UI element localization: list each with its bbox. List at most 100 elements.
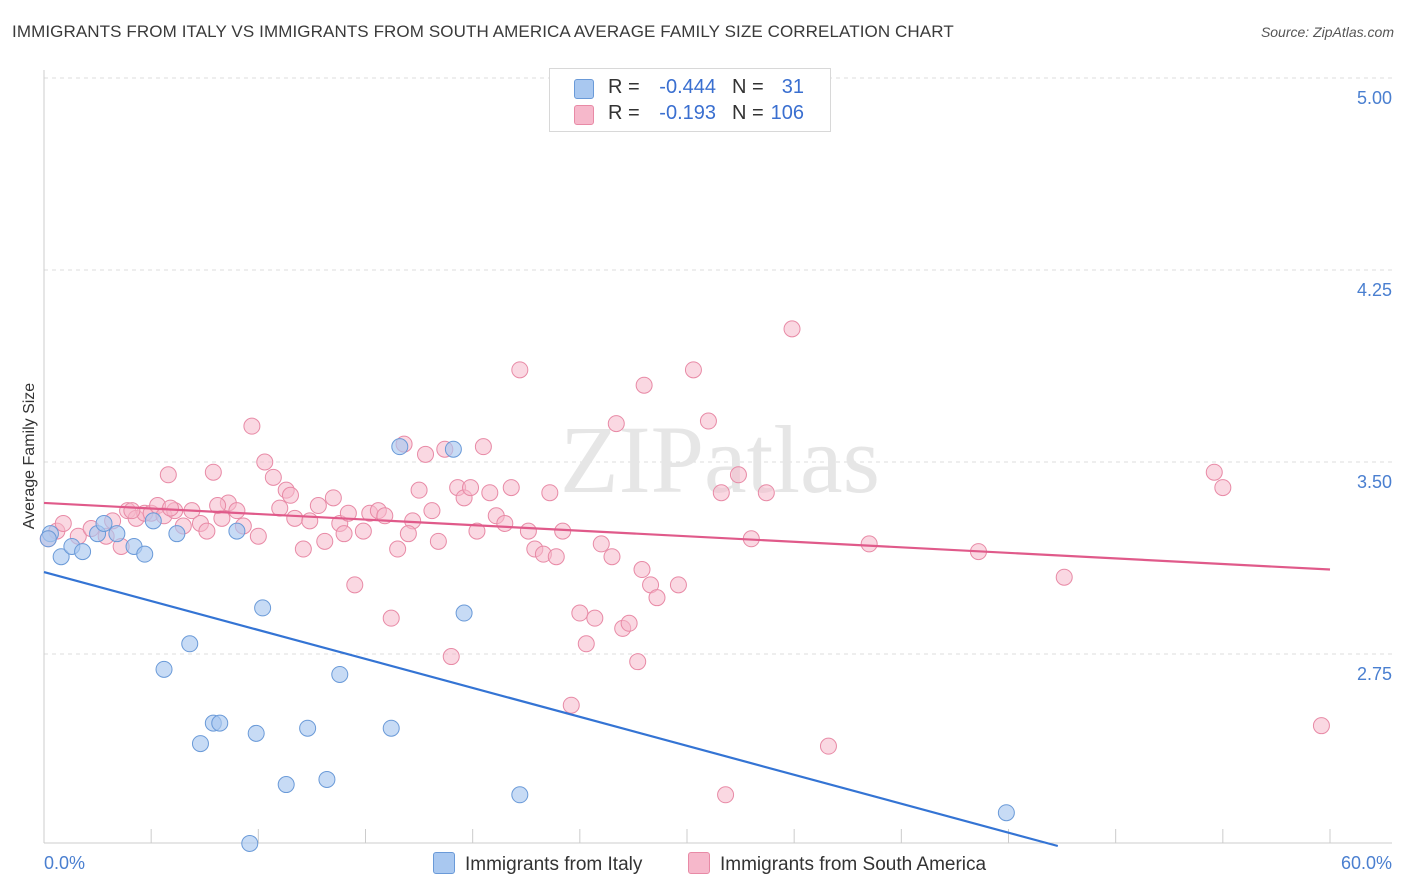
- italy-point: [254, 599, 272, 617]
- sa-point: [474, 438, 492, 456]
- italy-point: [191, 735, 209, 753]
- x-tick-label-max: 60.0%: [1341, 853, 1392, 873]
- sa-point: [502, 479, 520, 497]
- sa-point: [481, 484, 499, 502]
- sa-point: [620, 614, 638, 632]
- sa-point: [429, 532, 447, 550]
- y-axis-label: Average Family Size: [21, 383, 38, 530]
- sa-point: [757, 484, 775, 502]
- sa-point: [468, 522, 486, 540]
- italy-point: [211, 714, 229, 732]
- italy-point: [228, 522, 246, 540]
- sa-point: [399, 525, 417, 543]
- italy-point: [181, 635, 199, 653]
- sa-point: [562, 696, 580, 714]
- sa-legend-icon: [688, 852, 710, 874]
- legend-r-label: R =: [608, 76, 640, 98]
- legend-item-italy[interactable]: Immigrants from Italy: [433, 852, 642, 876]
- y-tick-label: 4.25: [1357, 280, 1392, 300]
- italy-point: [299, 719, 317, 737]
- sa-point: [1055, 568, 1073, 586]
- sa-point: [603, 548, 621, 566]
- sa-point: [335, 525, 353, 543]
- sa-point: [592, 535, 610, 553]
- sa-point: [309, 497, 327, 515]
- sa-point: [243, 417, 261, 435]
- italy-point: [241, 834, 259, 852]
- italy-point: [108, 525, 126, 543]
- sa-point: [204, 463, 222, 481]
- sa-swatch-icon: [574, 105, 594, 125]
- sa-point: [699, 412, 717, 430]
- italy-point: [168, 525, 186, 543]
- sa-point: [717, 786, 735, 804]
- y-tick-labels: 2.75 3.50 4.25 5.00: [1357, 88, 1392, 684]
- stats-legend: R = -0.444 N = 31 R = -0.193 N = 106: [549, 68, 831, 132]
- sa-point: [159, 466, 177, 484]
- sa-point: [1205, 463, 1223, 481]
- sa-point: [684, 361, 702, 379]
- sa-point: [607, 415, 625, 433]
- legend-item-sa[interactable]: Immigrants from South America: [688, 852, 986, 876]
- italy-point: [52, 548, 70, 566]
- sa-point: [281, 486, 299, 504]
- sa-point: [541, 484, 559, 502]
- sa-point: [249, 527, 267, 545]
- italy-point: [391, 438, 409, 456]
- sa-point: [264, 468, 282, 486]
- grid-layer: [44, 77, 1392, 655]
- sa-point: [547, 548, 565, 566]
- sa-point: [256, 453, 274, 471]
- italy-swatch-icon: [574, 79, 594, 99]
- italy-point: [136, 545, 154, 563]
- italy-point: [318, 770, 336, 788]
- sa-point: [783, 320, 801, 338]
- italy-point: [997, 804, 1015, 822]
- sa-point: [228, 502, 246, 520]
- sa-point: [382, 609, 400, 627]
- x-ticks: [43, 829, 1331, 843]
- italy-trend-line: [43, 571, 1059, 848]
- italy-points: [39, 438, 1015, 852]
- sa-point: [316, 532, 334, 550]
- italy-point: [95, 514, 113, 532]
- sa-point: [123, 502, 141, 520]
- italy-point: [39, 530, 57, 548]
- sa-point: [417, 445, 435, 463]
- sa-point: [354, 522, 372, 540]
- x-tick-label-min: 0.0%: [44, 853, 85, 873]
- italy-point: [511, 786, 529, 804]
- trend-lines: [43, 501, 1331, 848]
- sa-point: [819, 737, 837, 755]
- y-tick-label: 2.75: [1357, 664, 1392, 684]
- sa-point: [669, 576, 687, 594]
- sa-point: [324, 489, 342, 507]
- legend-n-label: N =: [732, 102, 764, 124]
- sa-point: [496, 514, 514, 532]
- sa-point: [729, 466, 747, 484]
- sa-point: [629, 653, 647, 671]
- sa-point: [423, 502, 441, 520]
- sa-point: [511, 361, 529, 379]
- sa-point: [712, 484, 730, 502]
- sa-point: [346, 576, 364, 594]
- sa-point: [54, 514, 72, 532]
- italy-point: [382, 719, 400, 737]
- italy-point: [144, 512, 162, 530]
- legend-n-label: N =: [732, 76, 764, 98]
- sa-point: [294, 540, 312, 558]
- italy-point: [247, 724, 265, 742]
- italy-point: [331, 665, 349, 683]
- sa-point: [389, 540, 407, 558]
- italy-point: [444, 440, 462, 458]
- italy-point: [455, 604, 473, 622]
- sa-point: [648, 589, 666, 607]
- italy-legend-icon: [433, 852, 455, 874]
- sa-trend-line: [43, 501, 1331, 571]
- legend-r-value: -0.444: [659, 76, 716, 98]
- legend-label-sa: Immigrants from South America: [720, 854, 987, 875]
- sa-point: [1214, 479, 1232, 497]
- legend-r-label: R =: [608, 102, 640, 124]
- italy-point: [74, 543, 92, 561]
